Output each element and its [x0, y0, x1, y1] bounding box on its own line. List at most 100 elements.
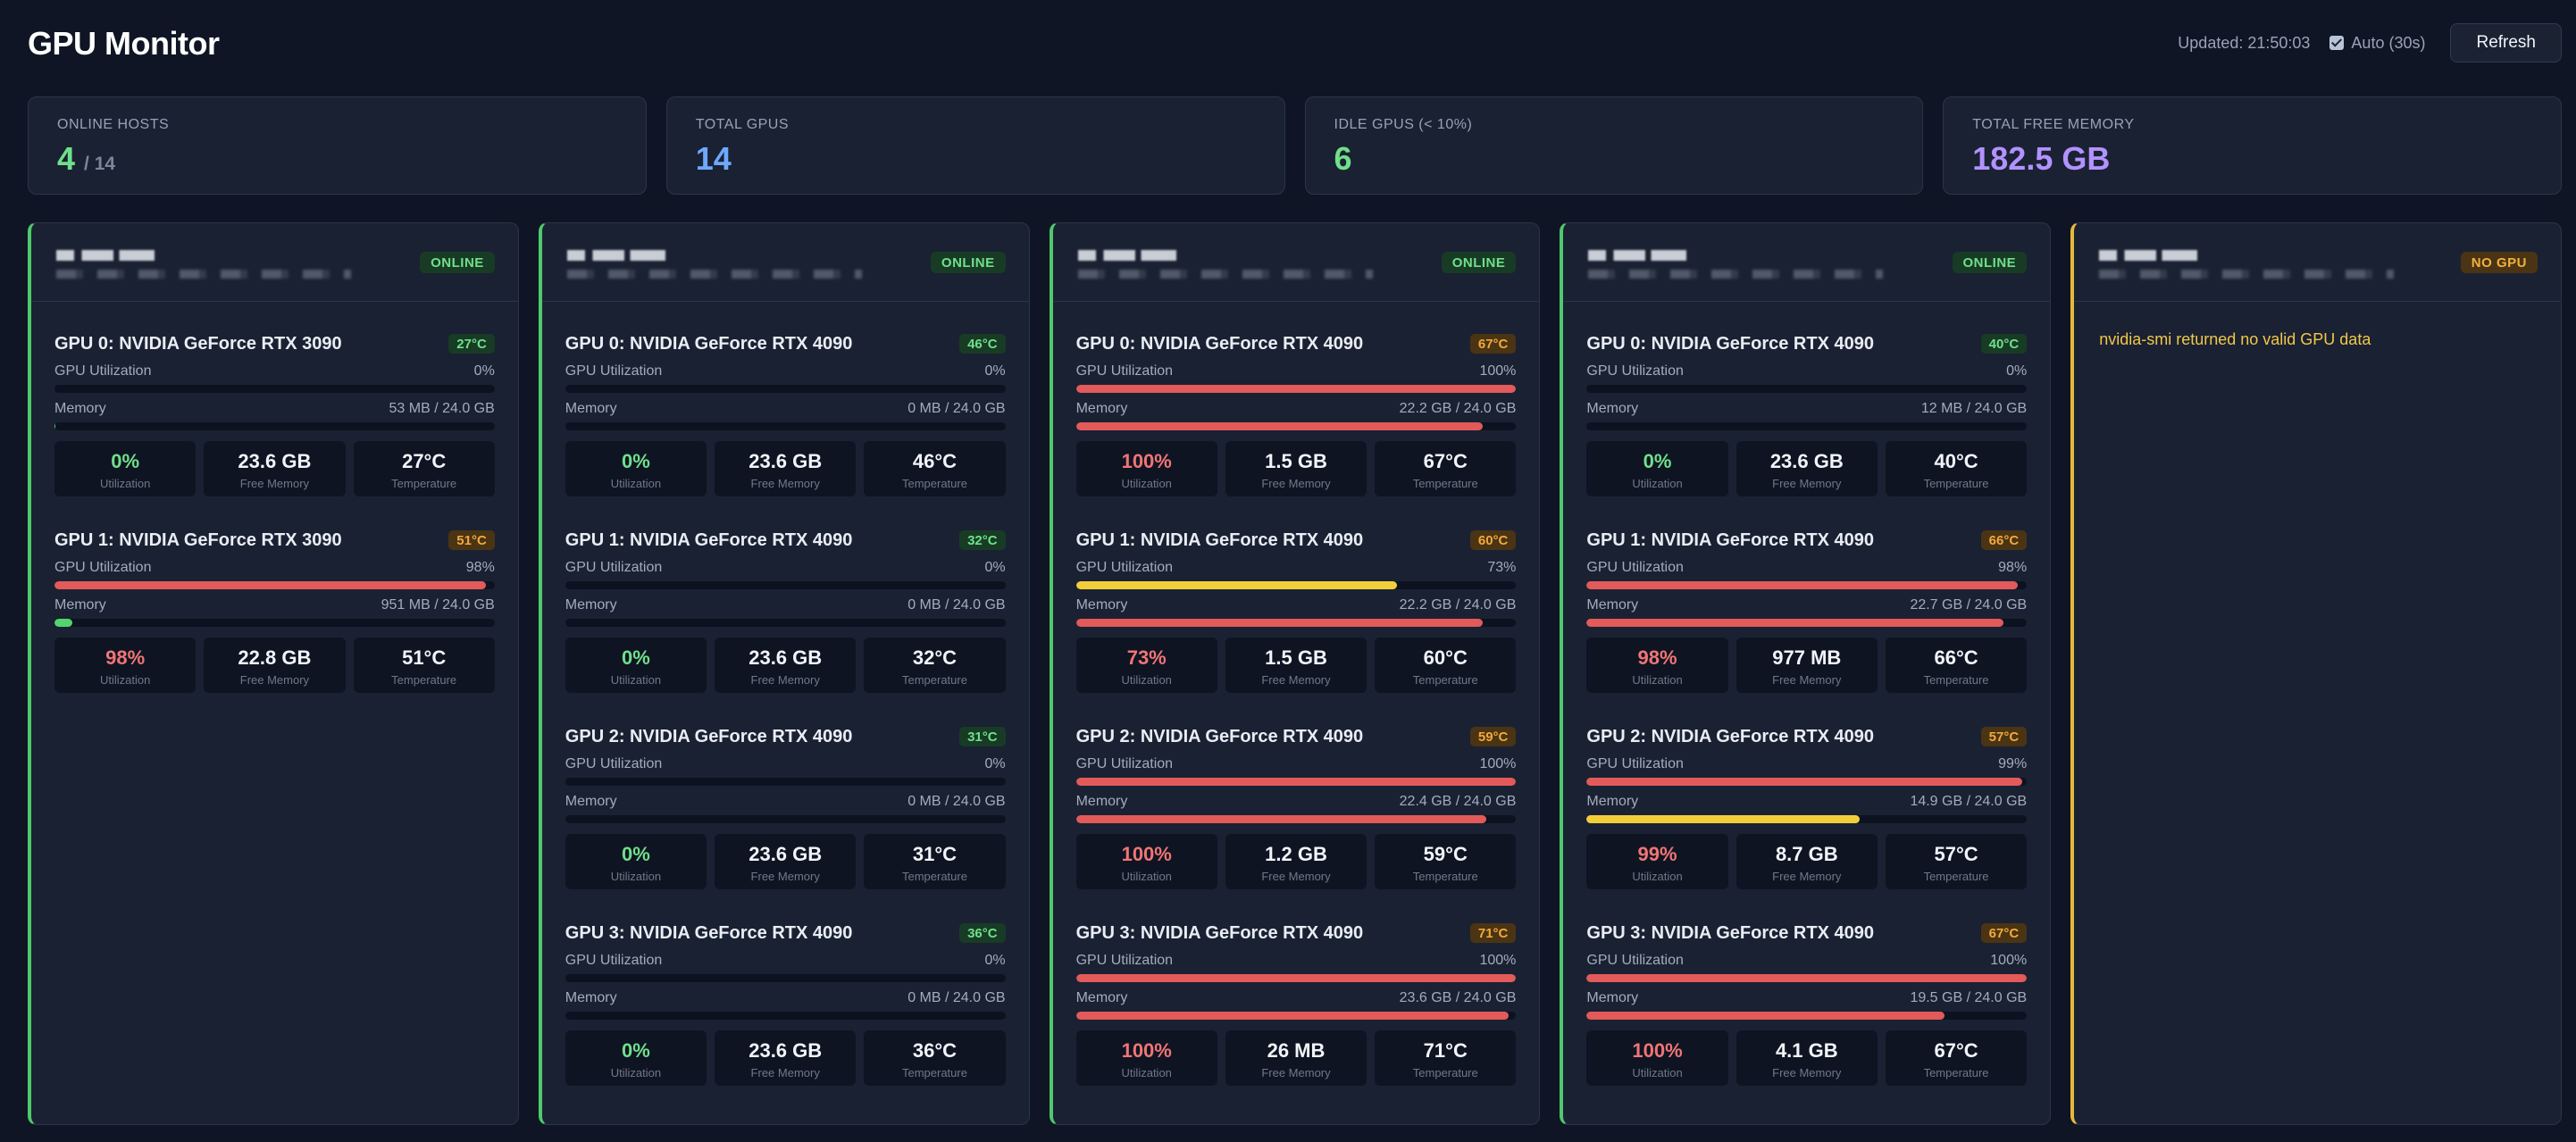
host-header: ONLINE — [1052, 223, 1540, 302]
gpu-card: GPU 3: NVIDIA GeForce RTX 4090 71°C GPU Ut… — [1075, 921, 1517, 1118]
host-status-badge: ONLINE — [1441, 252, 1517, 273]
gpu-temp-badge: 59°C — [1469, 727, 1517, 746]
free-memory-card: 1.5 GB Free Memory — [1225, 441, 1367, 496]
gpu-util-row: GPU Utilization 0% — [565, 560, 1006, 576]
utilization-value: 98% — [105, 646, 146, 669]
utilization-label: Utilization — [1632, 477, 1683, 490]
gpu-card: GPU 0: NVIDIA GeForce RTX 4090 40°C GPU Ut… — [1586, 332, 2028, 529]
free-memory-card: 23.6 GB Free Memory — [715, 1030, 857, 1086]
gpu-memory-value: 951 MB / 24.0 GB — [381, 597, 495, 613]
gpu-card: GPU 1: NVIDIA GeForce RTX 4090 32°C GPU Ut… — [565, 529, 1006, 725]
temperature-card: 67°C Temperature — [1375, 441, 1517, 496]
utilization-value: 99% — [1637, 843, 1677, 865]
temperature-label: Temperature — [901, 673, 967, 687]
gpu-name: GPU 0: NVIDIA GeForce RTX 4090 — [1586, 333, 1874, 354]
gpu-name: GPU 0: NVIDIA GeForce RTX 3090 — [54, 333, 342, 354]
gpu-util-row: GPU Utilization 100% — [1586, 953, 2027, 969]
gpu-memory-label: Memory — [565, 597, 617, 613]
utilization-card: 0% Utilization — [565, 638, 707, 693]
temperature-value: 67°C — [1934, 1039, 1978, 1062]
utilization-label: Utilization — [1632, 870, 1683, 883]
utilization-value: 73% — [1126, 646, 1167, 669]
host-card: NO GPU nvidia-smi returned no valid GPU d… — [2070, 222, 2562, 1125]
gpu-memory-value: 0 MB / 24.0 GB — [907, 794, 1006, 809]
gpu-memory-label: Memory — [1075, 794, 1128, 809]
gpu-memory-label: Memory — [565, 401, 617, 416]
gpu-memory-label: Memory — [1586, 990, 1639, 1005]
gpu-name: GPU 1: NVIDIA GeForce RTX 4090 — [1075, 529, 1364, 550]
gpu-card: GPU 2: NVIDIA GeForce RTX 4090 31°C GPU Ut… — [565, 725, 1006, 921]
gpu-title-row: GPU 3: NVIDIA GeForce RTX 4090 67°C — [1586, 921, 2028, 945]
gpu-util-value: 100% — [1479, 363, 1517, 379]
stat-value: 6 — [1334, 140, 1352, 177]
refresh-button[interactable]: Refresh — [2450, 23, 2562, 63]
utilization-card: 0% Utilization — [54, 441, 197, 496]
gpu-util-bar — [1586, 581, 2028, 589]
gpu-temp-badge: 46°C — [959, 334, 1006, 354]
gpu-util-value: 98% — [465, 560, 495, 575]
gpu-list: GPU 0: NVIDIA GeForce RTX 4090 67°C GPU Ut… — [1053, 302, 1540, 1118]
auto-refresh-checkbox[interactable] — [2329, 36, 2345, 50]
last-updated-text: Updated: 21:50:03 — [2178, 33, 2311, 52]
gpu-util-bar-fill — [1586, 581, 2019, 589]
host-address-redacted — [566, 270, 862, 279]
gpu-util-bar — [1075, 974, 1517, 982]
gpu-memory-bar — [54, 619, 495, 627]
app-title: GPU Monitor — [28, 25, 220, 62]
gpu-memory-bar — [1075, 815, 1517, 823]
gpu-util-row: GPU Utilization 0% — [565, 363, 1006, 379]
gpu-summary-cards: 99% Utilization 8.7 GB Free Memory 57°C Tempe… — [1586, 834, 2028, 889]
gpu-util-bar-fill — [1075, 778, 1517, 786]
free-memory-value: 23.6 GB — [749, 1039, 823, 1062]
temperature-label: Temperature — [391, 477, 457, 490]
gpu-memory-label: Memory — [1586, 794, 1639, 809]
gpu-memory-bar-fill — [54, 422, 55, 430]
temperature-card: 40°C Temperature — [1885, 441, 2028, 496]
gpu-memory-row: Memory 22.2 GB / 24.0 GB — [1076, 401, 1517, 417]
gpu-summary-cards: 100% Utilization 1.5 GB Free Memory 67°C Temp… — [1075, 441, 1517, 496]
gpu-memory-row: Memory 23.6 GB / 24.0 GB — [1076, 990, 1517, 1006]
host-name-redacted — [2099, 250, 2198, 261]
utilization-label: Utilization — [1121, 477, 1172, 490]
gpu-util-label: GPU Utilization — [54, 363, 152, 379]
gpu-util-bar — [1075, 385, 1517, 393]
gpu-util-bar — [1075, 581, 1517, 589]
utilization-card: 100% Utilization — [1075, 1030, 1217, 1086]
free-memory-label: Free Memory — [1261, 1066, 1331, 1079]
free-memory-value: 23.6 GB — [749, 646, 823, 669]
utilization-value: 0% — [111, 450, 140, 472]
utilization-value: 100% — [1121, 843, 1172, 865]
stat-label: TOTAL GPUS — [695, 117, 790, 132]
summary-stats: ONLINE HOSTS 4 / 14 TOTAL GPUS 14 IDLE G… — [28, 96, 2562, 195]
gpu-util-value: 0% — [984, 363, 1006, 379]
gpu-util-bar — [1586, 974, 2028, 982]
host-status-badge: ONLINE — [420, 252, 495, 273]
utilization-card: 73% Utilization — [1075, 638, 1217, 693]
utilization-label: Utilization — [610, 870, 662, 883]
free-memory-value: 23.6 GB — [749, 450, 823, 472]
gpu-card: GPU 1: NVIDIA GeForce RTX 4090 60°C GPU Ut… — [1075, 529, 1517, 725]
gpu-memory-bar-fill — [54, 619, 72, 627]
auto-refresh-toggle[interactable]: Auto (30s) — [2329, 34, 2425, 53]
gpu-util-bar-fill — [1586, 778, 2023, 786]
host-card: ONLINE GPU 0: NVIDIA GeForce RTX 4090 67°C… — [1049, 222, 1541, 1125]
gpu-util-value: 0% — [2006, 363, 2028, 379]
gpu-memory-row: Memory 951 MB / 24.0 GB — [54, 597, 495, 613]
gpu-memory-bar — [565, 619, 1006, 627]
gpu-util-row: GPU Utilization 0% — [1586, 363, 2027, 379]
utilization-value: 100% — [1632, 1039, 1683, 1062]
gpu-memory-row: Memory 0 MB / 24.0 GB — [565, 597, 1006, 613]
gpu-title-row: GPU 1: NVIDIA GeForce RTX 4090 60°C — [1076, 529, 1517, 552]
gpu-card: GPU 0: NVIDIA GeForce RTX 4090 67°C GPU Ut… — [1075, 332, 1517, 529]
gpu-memory-value: 19.5 GB / 24.0 GB — [1910, 990, 2028, 1005]
gpu-util-bar-fill — [1075, 974, 1517, 982]
gpu-temp-badge: 31°C — [959, 727, 1006, 746]
gpu-temp-badge: 57°C — [1980, 727, 2028, 746]
gpu-util-label: GPU Utilization — [1075, 756, 1174, 771]
free-memory-value: 23.6 GB — [1769, 450, 1844, 472]
gpu-memory-label: Memory — [54, 401, 106, 416]
gpu-title-row: GPU 0: NVIDIA GeForce RTX 3090 27°C — [54, 332, 495, 355]
gpu-summary-cards: 100% Utilization 26 MB Free Memory 71°C Tempe… — [1075, 1030, 1517, 1086]
gpu-summary-cards: 0% Utilization 23.6 GB Free Memory 46°C Tempe… — [565, 441, 1006, 496]
gpu-title-row: GPU 2: NVIDIA GeForce RTX 4090 59°C — [1076, 725, 1517, 748]
